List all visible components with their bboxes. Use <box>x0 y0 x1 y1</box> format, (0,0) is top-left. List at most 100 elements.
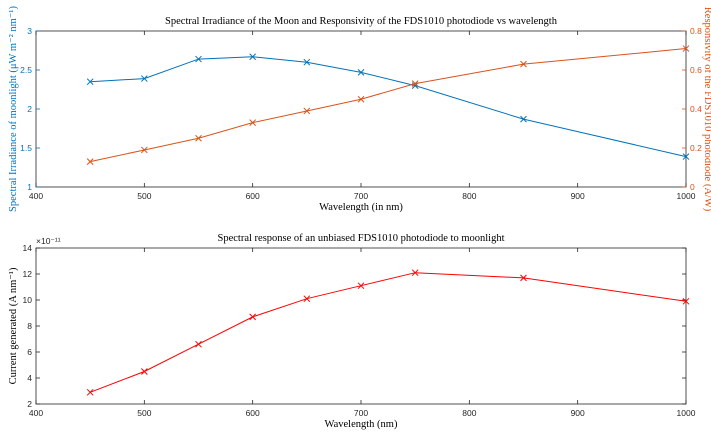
bottom-plot-y-axis-tick-label: 2 <box>27 399 32 409</box>
responsivity-series-point-stroke-b <box>249 119 257 127</box>
current-series-point-stroke-b <box>249 313 257 321</box>
current-series-point <box>357 282 365 290</box>
top-plot-left-axis: 1 1.5 2 2.5 3 <box>20 26 40 192</box>
responsivity-series-point <box>682 45 690 52</box>
top-plot: Spectral Irradiance of the Moon and Resp… <box>8 6 711 213</box>
top-plot-left-axis-tick-label: 3 <box>27 26 32 36</box>
current-series-point-stroke-b <box>195 340 202 348</box>
current-series-point <box>520 274 527 282</box>
bottom-plot-y-axis-tick-label: 8 <box>27 321 32 331</box>
irradiance-series-point-stroke-b <box>520 115 527 123</box>
top-plot-title: Spectral Irradiance of the Moon and Resp… <box>165 16 558 27</box>
current-series-point-stroke-b <box>682 297 690 305</box>
irradiance-series-point-stroke-b <box>86 78 94 86</box>
irradiance-series-point-stroke-b <box>140 75 148 82</box>
top-plot-x-tick-label: 700 <box>354 191 368 201</box>
top-plot-right-axis-tick-label: 0.8 <box>690 26 702 36</box>
bottom-plot-frame <box>35 247 687 405</box>
current-series-point-stroke-b <box>303 295 311 303</box>
bottom-plot-y-axis-tick-label: 6 <box>27 347 32 357</box>
bottom-plot-x-tick-label: 900 <box>571 408 585 418</box>
top-plot-left-axis-tick-label: 2 <box>27 104 32 114</box>
bottom-plot-x-tick-label: 600 <box>246 408 260 418</box>
bottom-plot-x-tick-label: 700 <box>354 408 368 418</box>
irradiance-series-point-stroke-b <box>195 55 202 63</box>
responsivity-series-point-stroke-b <box>682 45 690 52</box>
irradiance-series-point <box>520 115 527 123</box>
responsivity-series-point <box>357 95 365 103</box>
irradiance-series-point <box>140 75 148 82</box>
current-series-point <box>411 269 419 277</box>
top-plot-x-tick-label: 400 <box>29 191 43 201</box>
current-series-point-stroke-b <box>411 269 419 277</box>
top-plot-x-axis: 400 500 600 700 800 900 1000 <box>29 31 696 201</box>
irradiance-series-point <box>249 53 257 61</box>
bottom-plot-y-axis-tick-label: 4 <box>27 373 32 383</box>
bottom-plot-x-tick-label: 1000 <box>677 408 696 418</box>
irradiance-series-point <box>357 68 365 76</box>
top-plot-left-axis-tick-label: 2.5 <box>20 65 32 75</box>
top-plot-x-tick-label: 800 <box>462 191 476 201</box>
irradiance-series-point-stroke-b <box>249 53 257 61</box>
bottom-plot-x-tick-label: 400 <box>29 408 43 418</box>
top-plot-left-ylabel: Spectral Irradiance of moonlight (μW m⁻²… <box>8 6 19 212</box>
current-series-point-stroke-b <box>357 282 365 290</box>
irradiance-series-point-stroke-b <box>303 58 311 66</box>
top-plot-left-axis-tick-label: 1.5 <box>20 143 32 153</box>
bottom-plot-x-tick-label: 800 <box>462 408 476 418</box>
top-plot-x-tick-label: 600 <box>246 191 260 201</box>
current-series-point <box>195 340 202 348</box>
responsivity-series-point-stroke-b <box>520 60 527 68</box>
responsivity-series-point-stroke-b <box>303 107 311 115</box>
bottom-plot: Spectral response of an unbiased FDS1010… <box>8 233 696 430</box>
bottom-plot-xlabel: Wavelength (nm) <box>325 419 398 430</box>
irradiance-series-point <box>195 55 202 63</box>
bottom-plot-exponent-label: ×10⁻¹¹ <box>36 236 61 246</box>
top-plot-xlabel: Wavelength (in nm) <box>319 202 403 213</box>
irradiance-series-point <box>303 58 311 66</box>
irradiance-series-point-stroke-b <box>357 68 365 76</box>
responsivity-series-point-stroke-b <box>195 134 202 142</box>
top-plot-left-axis-tick-label: 1 <box>27 182 32 192</box>
responsivity-series-point <box>140 146 148 154</box>
top-plot-x-tick-label: 500 <box>137 191 151 201</box>
bottom-plot-x-axis: 400 500 600 700 800 900 1000 <box>29 248 696 418</box>
responsivity-series-point <box>303 107 311 115</box>
current-series-point <box>140 368 148 375</box>
current-series-point <box>86 388 94 396</box>
top-plot-x-tick-label: 900 <box>571 191 585 201</box>
top-plot-series <box>86 45 690 166</box>
top-plot-right-axis-tick-label: 0 <box>690 182 695 192</box>
responsivity-series-point <box>195 134 202 142</box>
top-plot-x-tick-label: 1000 <box>677 191 696 201</box>
responsivity-series-point <box>411 80 419 88</box>
bottom-plot-x-tick-label: 500 <box>137 408 151 418</box>
current-series-point <box>682 297 690 305</box>
current-series-point-stroke-b <box>520 274 527 282</box>
current-series-point-stroke-b <box>140 368 148 375</box>
responsivity-series-point-stroke-b <box>140 146 148 154</box>
top-plot-right-axis: 0 0.2 0.4 0.6 0.8 <box>682 26 702 192</box>
irradiance-series-point <box>682 153 690 160</box>
responsivity-series-point-stroke-b <box>86 158 94 166</box>
current-series-point-stroke-b <box>86 388 94 396</box>
top-plot-right-axis-tick-label: 0.4 <box>690 104 702 114</box>
bottom-plot-y-axis: 2 4 6 8 10 12 14 <box>23 243 686 409</box>
responsivity-series-point-stroke-b <box>357 95 365 103</box>
responsivity-series-point <box>249 119 257 127</box>
irradiance-series-point-stroke-b <box>682 153 690 160</box>
top-plot-right-axis-tick-label: 0.2 <box>690 143 702 153</box>
bottom-plot-series <box>86 269 690 396</box>
bottom-plot-title: Spectral response of an unbiased FDS1010… <box>218 233 505 244</box>
responsivity-series-point <box>86 158 94 166</box>
top-plot-right-ylabel: Responsivity of the FDS1010 photodiode (… <box>702 7 711 212</box>
responsivity-series-point-stroke-b <box>411 80 419 88</box>
bottom-plot-y-axis-tick-label: 10 <box>23 295 33 305</box>
current-series-point <box>303 295 311 303</box>
current-series-point <box>249 313 257 321</box>
irradiance-series-point <box>86 78 94 86</box>
bottom-plot-ylabel: Current generated (A nm⁻¹) <box>8 267 19 384</box>
top-plot-frame <box>35 30 687 188</box>
bottom-plot-y-axis-tick-label: 14 <box>23 243 33 253</box>
